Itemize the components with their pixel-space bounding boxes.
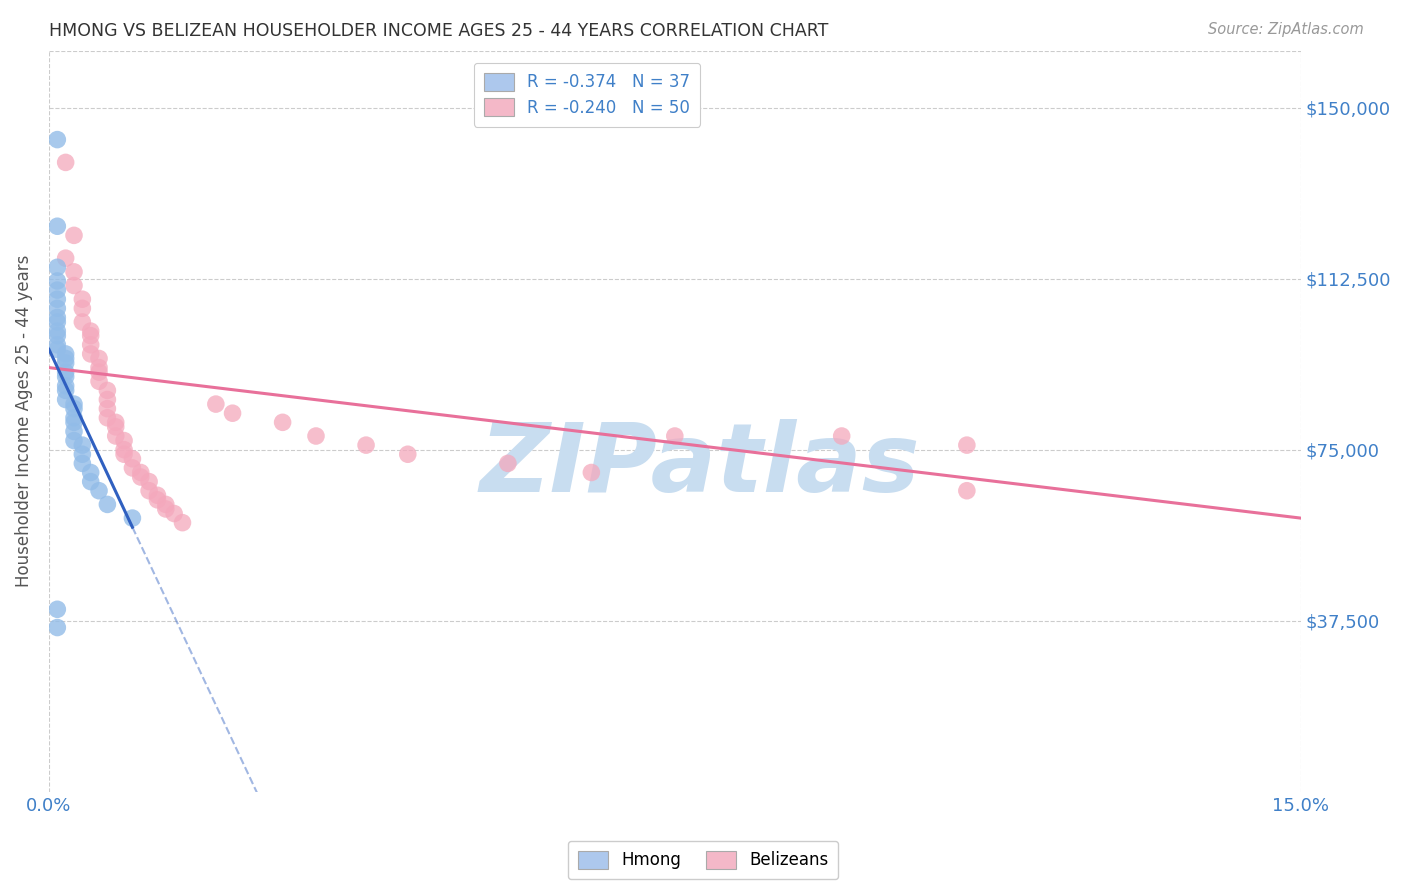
Point <box>46 328 69 343</box>
Point <box>112 447 135 461</box>
Point <box>72 438 94 452</box>
Point <box>72 456 94 470</box>
Point <box>46 343 69 357</box>
Point <box>80 475 103 489</box>
Point <box>55 351 77 366</box>
Point <box>46 621 69 635</box>
Point <box>46 274 69 288</box>
Point <box>664 429 686 443</box>
Point <box>46 133 69 147</box>
Point <box>80 347 103 361</box>
Point <box>96 410 118 425</box>
Point <box>271 415 294 429</box>
Point <box>55 384 77 398</box>
Point <box>163 507 186 521</box>
Point <box>96 497 118 511</box>
Y-axis label: Householder Income Ages 25 - 44 years: Householder Income Ages 25 - 44 years <box>15 255 32 587</box>
Point <box>96 384 118 398</box>
Point <box>104 420 127 434</box>
Point <box>305 429 328 443</box>
Point <box>72 447 94 461</box>
Point <box>63 401 86 416</box>
Point <box>138 475 160 489</box>
Point <box>55 379 77 393</box>
Text: Source: ZipAtlas.com: Source: ZipAtlas.com <box>1208 22 1364 37</box>
Point <box>63 434 86 448</box>
Point <box>87 351 110 366</box>
Point <box>129 470 152 484</box>
Point <box>63 278 86 293</box>
Point <box>146 488 169 502</box>
Point <box>104 429 127 443</box>
Point <box>104 415 127 429</box>
Point <box>155 502 177 516</box>
Point <box>55 155 77 169</box>
Legend: Hmong, Belizeans: Hmong, Belizeans <box>568 840 838 880</box>
Point <box>121 511 143 525</box>
Point <box>55 347 77 361</box>
Point <box>96 392 118 407</box>
Point <box>87 483 110 498</box>
Point <box>80 338 103 352</box>
Legend: R = -0.374   N = 37, R = -0.240   N = 50: R = -0.374 N = 37, R = -0.240 N = 50 <box>474 62 700 127</box>
Point <box>55 251 77 265</box>
Point <box>205 397 228 411</box>
Point <box>496 456 519 470</box>
Point <box>63 415 86 429</box>
Point <box>63 410 86 425</box>
Point <box>63 228 86 243</box>
Point <box>172 516 194 530</box>
Point <box>46 338 69 352</box>
Point <box>46 283 69 297</box>
Point <box>87 360 110 375</box>
Point <box>138 483 160 498</box>
Point <box>96 401 118 416</box>
Point <box>112 434 135 448</box>
Point <box>80 328 103 343</box>
Point <box>129 466 152 480</box>
Point <box>80 324 103 338</box>
Point <box>55 369 77 384</box>
Point <box>146 492 169 507</box>
Point <box>46 219 69 234</box>
Point <box>87 374 110 388</box>
Point <box>112 442 135 457</box>
Point <box>956 438 979 452</box>
Point <box>63 265 86 279</box>
Point <box>46 315 69 329</box>
Point <box>221 406 243 420</box>
Point <box>55 365 77 379</box>
Point <box>46 324 69 338</box>
Point <box>46 310 69 325</box>
Point <box>63 397 86 411</box>
Point <box>155 497 177 511</box>
Point <box>396 447 419 461</box>
Point <box>55 392 77 407</box>
Point <box>121 461 143 475</box>
Point <box>581 466 603 480</box>
Point <box>831 429 853 443</box>
Point <box>55 356 77 370</box>
Text: ZIPatlas: ZIPatlas <box>479 419 920 512</box>
Point <box>87 365 110 379</box>
Point <box>956 483 979 498</box>
Point <box>63 425 86 439</box>
Point <box>46 602 69 616</box>
Point <box>354 438 377 452</box>
Point <box>72 301 94 316</box>
Point <box>46 260 69 275</box>
Point <box>121 451 143 466</box>
Text: HMONG VS BELIZEAN HOUSEHOLDER INCOME AGES 25 - 44 YEARS CORRELATION CHART: HMONG VS BELIZEAN HOUSEHOLDER INCOME AGE… <box>49 22 828 40</box>
Point <box>72 292 94 306</box>
Point <box>46 301 69 316</box>
Point <box>46 292 69 306</box>
Point <box>80 466 103 480</box>
Point <box>72 315 94 329</box>
